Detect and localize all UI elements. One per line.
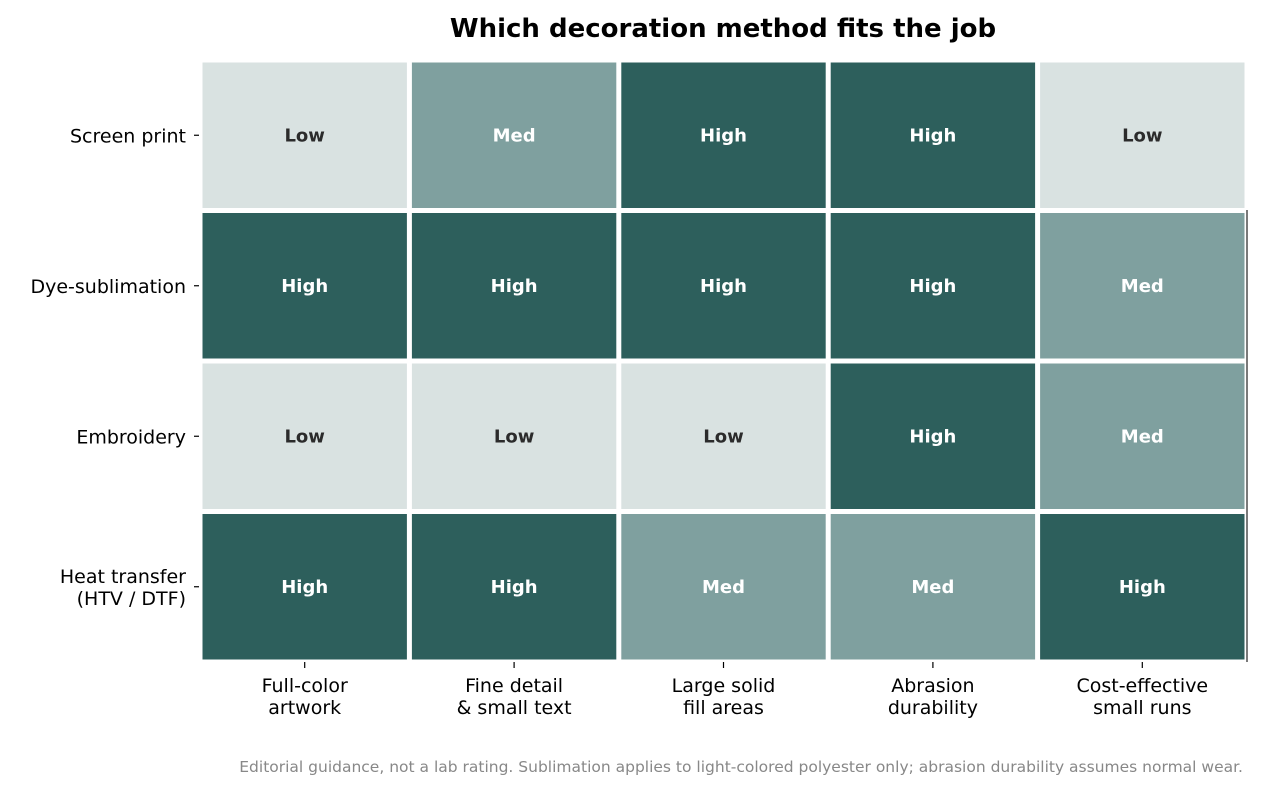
- cell-value-label: High: [909, 125, 956, 146]
- heatmap-cell: [621, 62, 826, 208]
- row-label: Screen print: [70, 125, 186, 147]
- cell-value-label: High: [281, 276, 328, 297]
- cell-value-label: High: [281, 577, 328, 598]
- column-label: fill areas: [683, 697, 764, 719]
- heatmap-cell: [202, 62, 407, 208]
- heatmap-cells: Low Med High High Low High High High High Med Low L…: [202, 62, 1248, 662]
- cell-value-label: High: [700, 276, 747, 297]
- heatmap-cell: [411, 363, 617, 509]
- heatmap-cell: [411, 62, 617, 208]
- cell-value-label: Low: [284, 426, 324, 447]
- heatmap-cell: [621, 213, 826, 359]
- column-label: small runs: [1093, 697, 1191, 719]
- heatmap-cell: [1040, 213, 1245, 359]
- cell-value-label: High: [1119, 577, 1166, 598]
- heatmap-cell: [621, 514, 826, 660]
- chart-title: Which decoration method fits the job: [450, 14, 996, 44]
- cell-value-label: Med: [911, 577, 954, 598]
- heatmap-cell: [411, 514, 617, 660]
- cell-value-label: High: [909, 276, 956, 297]
- cell-value-label: Med: [1121, 276, 1164, 297]
- cell-value-label: Med: [702, 577, 745, 598]
- heatmap-cell: [1040, 62, 1245, 208]
- column-label: durability: [888, 697, 978, 719]
- row-label: Heat transfer: [60, 566, 186, 588]
- row-labels: Screen print Dye-sublimation Embroidery Hea…: [30, 125, 199, 610]
- cell-value-label: High: [909, 426, 956, 447]
- cell-value-label: High: [491, 276, 538, 297]
- column-label: Full-color: [262, 675, 348, 697]
- cell-value-label: Med: [1121, 426, 1164, 447]
- footnote: Editorial guidance, not a lab rating. Su…: [239, 758, 1243, 776]
- heatmap-cell: [830, 514, 1036, 660]
- column-label: artwork: [268, 697, 341, 719]
- heatmap-cell: [830, 363, 1036, 509]
- heatmap-cell: [411, 213, 617, 359]
- column-label: & small text: [457, 697, 572, 719]
- heatmap-cell: [202, 514, 407, 660]
- cell-value-label: Low: [284, 125, 324, 146]
- cell-value-label: Med: [493, 125, 536, 146]
- cell-value-label: Low: [1122, 125, 1162, 146]
- cell-value-label: High: [491, 577, 538, 598]
- heatmap-cell: [830, 213, 1036, 359]
- cell-value-label: Low: [703, 426, 743, 447]
- column-label: Cost-effective: [1076, 675, 1208, 697]
- heatmap-cell: [1040, 363, 1245, 509]
- heatmap-cell: [1040, 514, 1245, 660]
- row-label: (HTV / DTF): [77, 588, 186, 610]
- cell-value-label: High: [700, 125, 747, 146]
- heatmap-cell: [621, 363, 826, 509]
- row-label: Dye-sublimation: [30, 276, 186, 298]
- heatmap-cell: [202, 213, 407, 359]
- cell-value-label: Low: [494, 426, 534, 447]
- column-label: Large solid: [672, 675, 776, 697]
- row-label: Embroidery: [76, 426, 186, 448]
- column-label: Fine detail: [465, 675, 563, 697]
- column-label: Abrasion: [891, 675, 974, 697]
- heatmap-cell: [830, 62, 1036, 208]
- heatmap-cell: [202, 363, 407, 509]
